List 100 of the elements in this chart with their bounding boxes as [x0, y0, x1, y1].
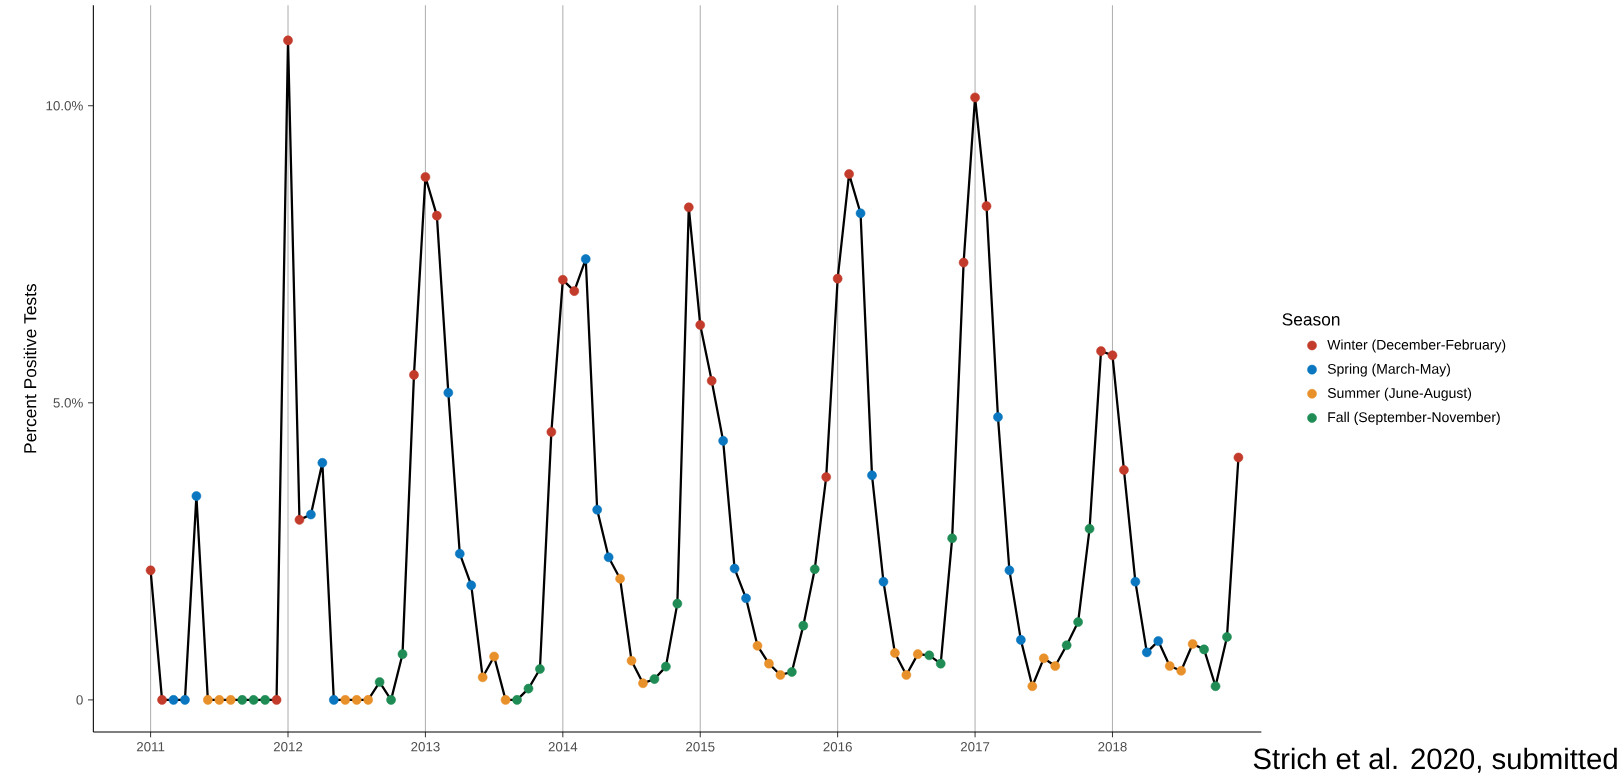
point [580, 254, 591, 264]
point [397, 649, 408, 659]
point [237, 695, 248, 705]
point [764, 658, 774, 669]
x-tick-label: 2017 [960, 742, 990, 752]
x-tick-label: 2011 [136, 742, 165, 752]
point [626, 655, 637, 666]
point [363, 695, 373, 705]
point [294, 515, 305, 525]
point [1004, 565, 1015, 576]
point [180, 695, 190, 705]
point [489, 651, 499, 662]
x-tick-label: 2015 [686, 742, 715, 752]
point [924, 650, 935, 661]
point [1130, 576, 1141, 587]
point [1096, 346, 1106, 356]
point [592, 504, 602, 515]
point [741, 593, 751, 604]
point [638, 678, 648, 689]
legend-label: Spring (March-May) [1327, 363, 1450, 377]
point [420, 172, 431, 182]
x-tick-label: 2012 [273, 742, 303, 752]
point [1107, 350, 1118, 361]
point [512, 695, 522, 705]
point [947, 533, 957, 544]
point [523, 683, 534, 694]
point [1210, 681, 1221, 692]
point [1187, 639, 1198, 649]
point [432, 210, 442, 221]
point [386, 695, 396, 705]
point [1142, 647, 1152, 658]
point [260, 695, 270, 705]
point [203, 695, 213, 705]
point [443, 387, 454, 398]
point [661, 661, 671, 672]
point [329, 695, 339, 705]
point [225, 695, 236, 705]
point [283, 35, 293, 46]
point [306, 509, 316, 520]
legend-label: Fall (September-November) [1328, 411, 1500, 425]
point [913, 649, 923, 659]
point [558, 275, 568, 285]
point [855, 208, 866, 219]
x-tick-label: 2014 [548, 742, 578, 752]
point [649, 674, 660, 684]
point [1073, 617, 1083, 627]
point [317, 458, 328, 468]
point [454, 548, 465, 559]
point [157, 695, 167, 705]
point [477, 672, 488, 683]
x-tick-label: 2013 [411, 742, 440, 752]
point [168, 695, 179, 705]
point [351, 695, 362, 705]
legend-label: Winter (December-February) [1327, 339, 1506, 353]
point [248, 695, 259, 705]
point [374, 677, 385, 687]
y-axis-title: Percent Positive Tests [23, 284, 37, 453]
point [958, 257, 969, 268]
point [603, 552, 614, 563]
point [615, 573, 625, 584]
point [145, 565, 156, 576]
point [1016, 635, 1026, 645]
legend-title: Season [1282, 313, 1340, 326]
point [981, 201, 992, 211]
point [1027, 681, 1038, 692]
point [1050, 661, 1061, 671]
point [878, 576, 889, 587]
point [535, 664, 545, 674]
y-tick-label: 0 [76, 695, 83, 705]
point [569, 286, 580, 296]
point [935, 658, 946, 669]
point [271, 695, 282, 705]
point [1222, 632, 1232, 642]
point [1199, 644, 1209, 655]
point [901, 670, 912, 680]
point [890, 648, 900, 658]
legend-label: Summer (June-August) [1327, 387, 1472, 401]
point [718, 436, 728, 446]
point [466, 580, 477, 591]
point [409, 370, 419, 380]
point [1084, 523, 1095, 534]
point [844, 169, 854, 179]
point [752, 641, 763, 651]
x-tick-label: 2018 [1098, 742, 1127, 752]
point [832, 273, 843, 284]
text: Strich et al. 2020, submitted [1253, 747, 1617, 773]
x-tick-label: 2016 [823, 742, 852, 752]
point [706, 376, 717, 386]
point [970, 92, 980, 103]
y-tick-label: 5.0% [53, 398, 83, 408]
point [1153, 636, 1164, 646]
point [1233, 452, 1244, 463]
point [214, 695, 225, 705]
point [695, 320, 706, 330]
point [798, 620, 809, 631]
point [1176, 665, 1186, 676]
point [191, 491, 202, 501]
point [1038, 653, 1049, 664]
point [672, 598, 683, 609]
point [809, 564, 820, 574]
